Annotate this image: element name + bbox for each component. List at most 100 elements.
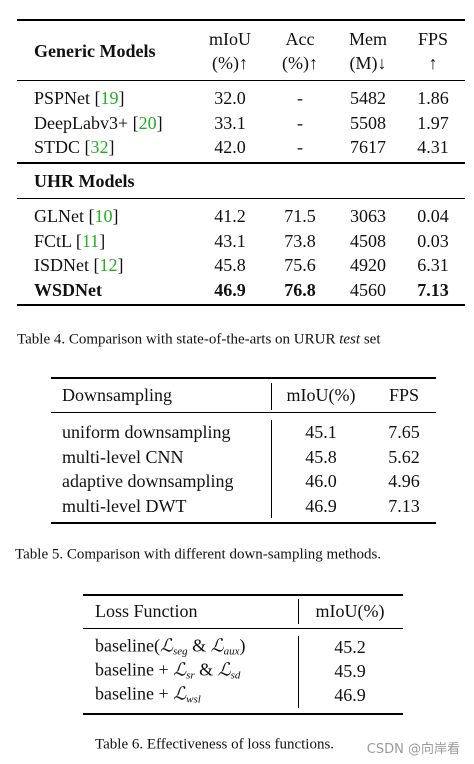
column-header: Loss Function bbox=[95, 601, 198, 621]
rule bbox=[51, 411, 436, 413]
loss-symbol: ℒ bbox=[159, 635, 173, 656]
cell: 1.97 bbox=[417, 112, 449, 133]
rule bbox=[298, 599, 299, 624]
column-header: Acc bbox=[285, 29, 315, 49]
row-label: WSDNet bbox=[34, 281, 102, 299]
row-label: uniform downsampling bbox=[62, 422, 231, 442]
cell: 4508 bbox=[350, 230, 386, 251]
rule bbox=[17, 162, 465, 164]
row-label: baseline(ℒseg & ℒaux) bbox=[95, 637, 245, 658]
method-name: FCtL [ bbox=[34, 230, 82, 251]
column-header: mIoU bbox=[209, 29, 251, 49]
label-text: ) bbox=[239, 635, 246, 656]
cell: 76.8 bbox=[284, 280, 316, 301]
column-header: (M)↓ bbox=[349, 53, 387, 73]
column-header: mIoU(%) bbox=[286, 385, 356, 405]
method-name: GLNet [ bbox=[34, 206, 95, 226]
rule bbox=[17, 197, 465, 199]
bracket: ] bbox=[112, 206, 119, 226]
cell: 3063 bbox=[350, 206, 386, 226]
subscript: sr bbox=[186, 669, 195, 682]
row-label: multi-level CNN bbox=[62, 446, 184, 467]
cell: 5482 bbox=[350, 88, 386, 108]
row-label: STDC [32] bbox=[34, 138, 115, 156]
rule bbox=[51, 522, 436, 524]
bracket: ] bbox=[156, 112, 163, 133]
row-label: multi-level DWT bbox=[62, 495, 187, 516]
column-header: mIoU(%) bbox=[315, 601, 385, 621]
row-label: PSPNet [19] bbox=[34, 89, 125, 107]
bracket: ] bbox=[108, 137, 115, 158]
cell: 4560 bbox=[350, 280, 386, 301]
rule bbox=[83, 627, 403, 629]
cell: 0.03 bbox=[417, 230, 449, 251]
label-text: baseline( bbox=[95, 635, 160, 656]
loss-symbol: ℒ bbox=[173, 683, 187, 704]
row-label: ISDNet [12] bbox=[34, 256, 124, 274]
bracket: ] bbox=[99, 230, 106, 251]
cell: 41.2 bbox=[214, 206, 246, 226]
rule bbox=[17, 79, 465, 81]
loss-symbol: ℒ bbox=[217, 659, 231, 680]
column-header: ↑ bbox=[428, 53, 438, 73]
cell: 45.8 bbox=[305, 446, 337, 467]
cell: 4.96 bbox=[388, 471, 420, 491]
method-name: WSDNet bbox=[34, 280, 102, 301]
cell: 7617 bbox=[350, 137, 386, 158]
cell: 73.8 bbox=[284, 230, 316, 251]
row-label: GLNet [10] bbox=[34, 207, 118, 225]
row-label: baseline + ℒsr & ℒsd bbox=[95, 661, 240, 682]
cell: - bbox=[297, 137, 303, 158]
rule bbox=[17, 19, 465, 21]
row-label: baseline + ℒwsl bbox=[95, 685, 201, 706]
cell: 45.1 bbox=[305, 422, 337, 442]
loss-symbol: ℒ bbox=[173, 659, 187, 680]
citation: 11 bbox=[81, 230, 100, 251]
citation: 20 bbox=[138, 112, 157, 133]
caption: Table 6. Effectiveness of loss functions… bbox=[95, 736, 335, 753]
column-header: FPS bbox=[388, 385, 420, 405]
column-header: (%)↑ bbox=[282, 53, 318, 73]
row-label: DeepLabv3+ [20] bbox=[34, 114, 163, 132]
cell: 0.04 bbox=[417, 206, 449, 226]
column-header: Mem bbox=[349, 29, 387, 49]
rule bbox=[271, 383, 272, 410]
cell: 7.65 bbox=[388, 422, 420, 442]
label-text: baseline + bbox=[95, 683, 174, 704]
label-text: & bbox=[187, 635, 211, 656]
cell: 45.9 bbox=[334, 661, 366, 681]
rule bbox=[271, 420, 272, 518]
group-header: UHR Models bbox=[34, 171, 135, 191]
cell: 5.62 bbox=[388, 446, 420, 467]
loss-symbol: ℒ bbox=[210, 635, 224, 656]
subscript: seg bbox=[172, 645, 188, 658]
subscript: sd bbox=[230, 669, 241, 682]
cell: 7.13 bbox=[388, 495, 420, 516]
method-name: DeepLabv3+ [ bbox=[34, 112, 139, 133]
citation: 12 bbox=[99, 255, 118, 276]
cell: 46.0 bbox=[305, 471, 337, 491]
group-header: Generic Models bbox=[34, 41, 156, 61]
subscript: aux bbox=[223, 645, 240, 658]
citation: 19 bbox=[100, 88, 119, 108]
cell: 1.86 bbox=[417, 88, 449, 108]
method-name: STDC [ bbox=[34, 137, 91, 158]
cell: 45.8 bbox=[214, 255, 246, 276]
cell: - bbox=[297, 112, 303, 133]
cell: 45.2 bbox=[334, 637, 366, 657]
subscript: wsl bbox=[186, 693, 201, 706]
column-header: Downsampling bbox=[62, 385, 172, 405]
citation: 32 bbox=[90, 137, 109, 158]
cell: 6.31 bbox=[417, 255, 449, 276]
caption: Table 5. Comparison with different down-… bbox=[15, 546, 382, 563]
cell: 33.1 bbox=[214, 112, 246, 133]
cell: 46.9 bbox=[305, 495, 337, 516]
column-header: (%)↑ bbox=[212, 53, 248, 73]
citation: 10 bbox=[94, 206, 113, 226]
method-name: ISDNet [ bbox=[34, 255, 100, 276]
watermark: CSDN @向岸看 bbox=[366, 742, 460, 757]
caption-text: Table 4. Comparison with state-of-the-ar… bbox=[17, 331, 340, 348]
label-text: baseline + bbox=[95, 659, 174, 680]
rule bbox=[83, 713, 403, 715]
